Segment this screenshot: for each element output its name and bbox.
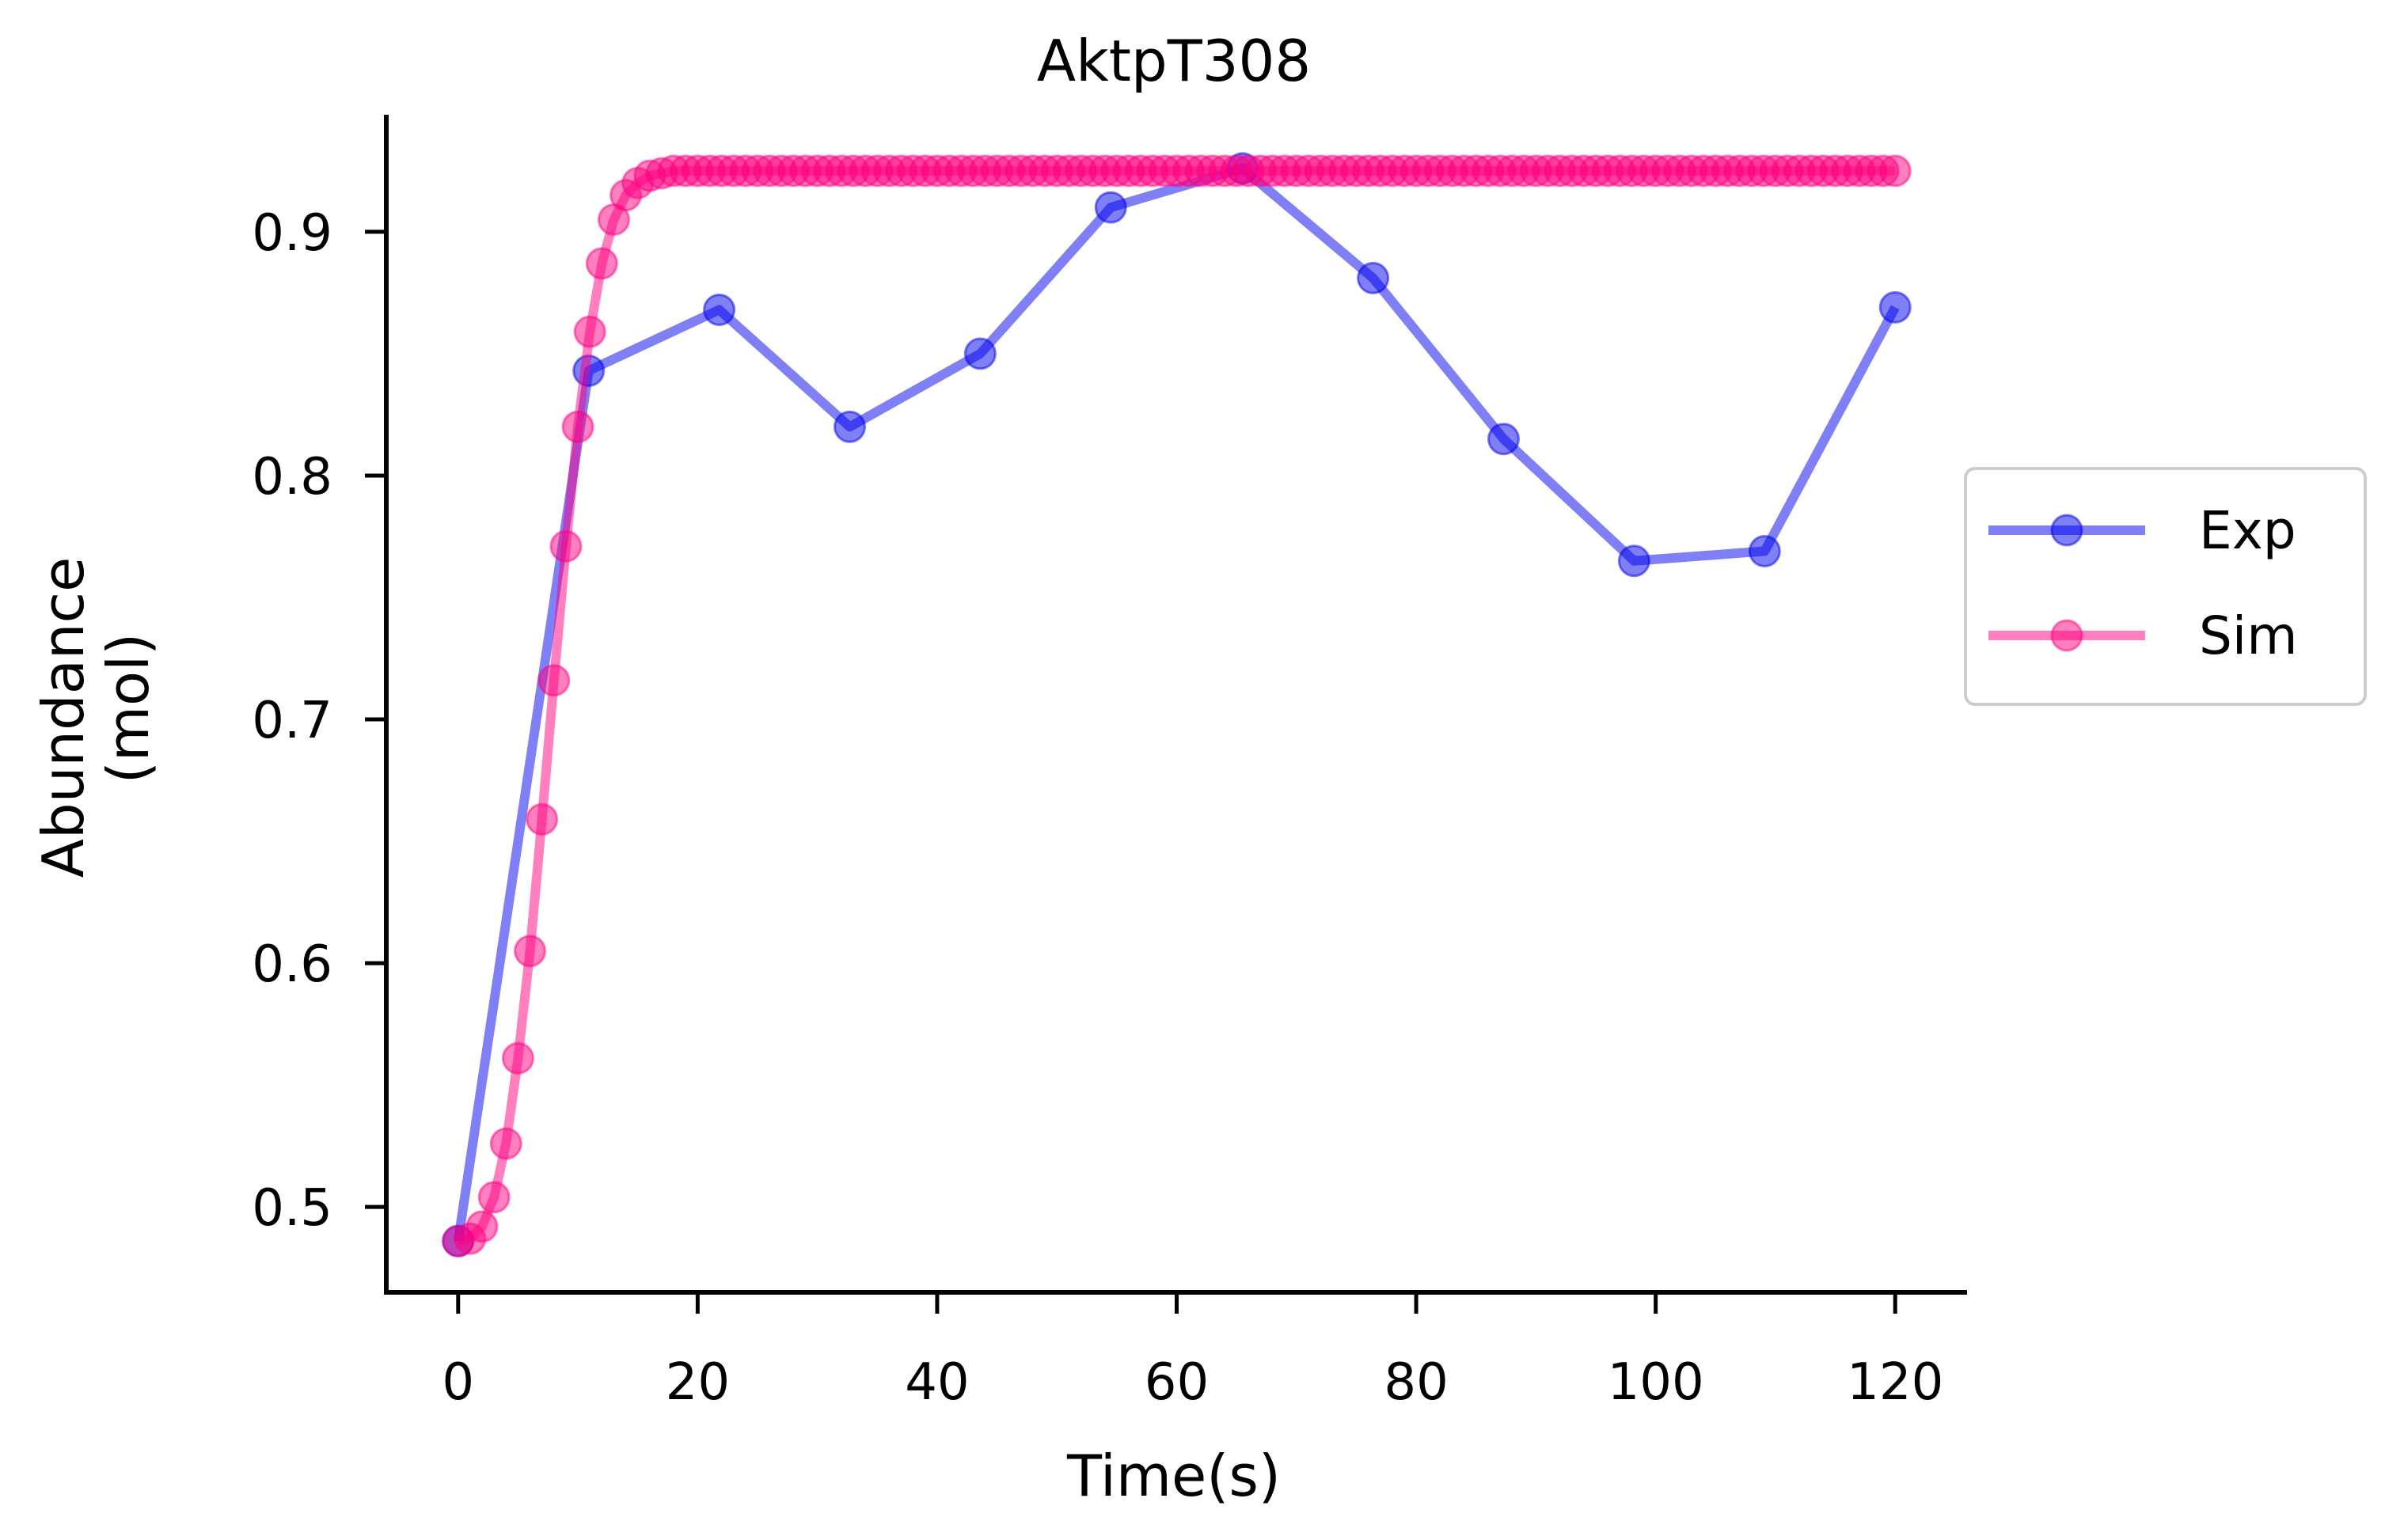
chart-title: AktpT308 — [1037, 28, 1311, 94]
y-tick-label: 0.8 — [252, 448, 332, 506]
x-tick-label: 60 — [1145, 1353, 1209, 1412]
x-tick-label: 80 — [1384, 1353, 1448, 1412]
x-tick-label: 0 — [442, 1353, 474, 1412]
data-point-exp — [1617, 544, 1650, 578]
data-point-exp — [703, 293, 736, 326]
legend-entry-exp: Exp — [1988, 500, 2296, 561]
x-tick-label: 40 — [905, 1353, 969, 1412]
plot-area — [442, 152, 1912, 1257]
y-ticks: 0.5 0.6 0.7 0.8 0.9 — [252, 204, 386, 1238]
x-tick-label: 20 — [666, 1353, 730, 1412]
legend-label-sim: Sim — [2199, 605, 2298, 666]
y-tick-label: 0.7 — [252, 692, 332, 750]
y-axis-label: Abundance (mol) — [30, 539, 161, 878]
legend-frame — [1964, 467, 2367, 706]
y-tick-label: 0.6 — [252, 935, 332, 994]
y-tick-label: 0.9 — [252, 204, 332, 263]
data-point-sim — [573, 315, 606, 348]
y-axis-label-line-1: Abundance — [30, 557, 97, 878]
legend: Exp Sim — [1964, 467, 2367, 706]
data-point-sim — [585, 247, 618, 280]
legend-swatch-marker-exp — [2050, 514, 2083, 547]
data-point-sim — [501, 1041, 534, 1075]
data-point-exp — [1878, 290, 1912, 324]
data-point-sim — [526, 802, 559, 836]
series-line-exp — [453, 163, 1900, 1242]
x-tick-label: 100 — [1608, 1353, 1704, 1412]
data-point-sim — [549, 529, 583, 563]
data-point-sim — [514, 935, 547, 968]
legend-label-exp: Exp — [2199, 500, 2296, 561]
data-point-sim — [489, 1127, 522, 1160]
legend-swatch-marker-sim — [2050, 619, 2083, 652]
data-point-sim — [465, 1210, 499, 1243]
data-point-exp — [963, 337, 997, 370]
series-sim — [442, 154, 1912, 1257]
x-tick-label: 120 — [1847, 1353, 1943, 1412]
data-point-sim — [477, 1181, 511, 1214]
x-axis-label: Time(s) — [1066, 1443, 1281, 1509]
y-axis-label-line-2: (mol) — [95, 633, 161, 783]
series-exp — [442, 152, 1912, 1257]
data-point-sim — [1878, 154, 1912, 188]
data-point-exp — [1748, 534, 1781, 567]
data-point-exp — [1487, 423, 1521, 456]
x-ticks: 0 20 40 60 80 100 120 — [442, 1292, 1943, 1412]
legend-entry-sim: Sim — [1988, 605, 2298, 666]
axes — [384, 115, 1967, 1295]
data-point-sim — [561, 410, 594, 443]
data-point-exp — [1357, 261, 1390, 294]
data-point-exp — [1094, 191, 1127, 224]
data-point-sim — [537, 664, 571, 697]
y-tick-label: 0.5 — [252, 1179, 332, 1238]
data-point-exp — [833, 410, 866, 443]
